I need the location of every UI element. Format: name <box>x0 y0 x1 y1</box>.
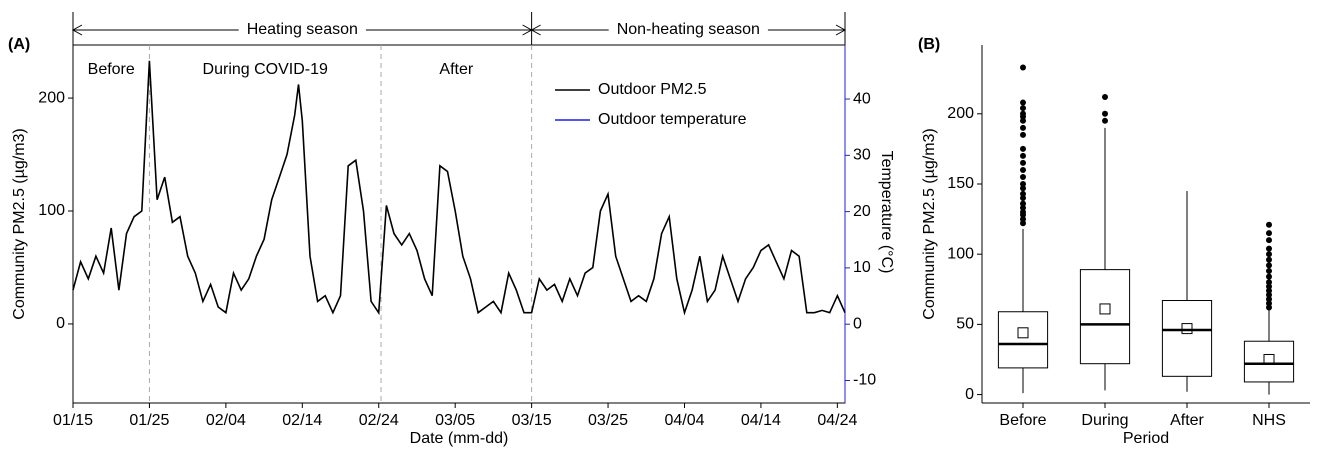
outlier <box>1266 245 1272 252</box>
x-tick-label: 01/15 <box>53 412 93 429</box>
outlier <box>1266 279 1272 286</box>
outlier <box>1266 283 1272 290</box>
y-tick-label: 150 <box>947 175 974 192</box>
box <box>1079 269 1131 365</box>
panel-label: (B) <box>918 36 940 53</box>
outlier <box>1020 209 1026 216</box>
outlier <box>1020 190 1026 197</box>
outlier <box>1020 152 1026 159</box>
y2-tick-label: -10 <box>853 372 876 389</box>
outlier <box>1020 216 1026 223</box>
season-label: Heating season <box>247 21 358 38</box>
y-tick-label: 100 <box>38 202 65 219</box>
panel-label: (A) <box>8 36 30 53</box>
period-label: After <box>439 61 473 78</box>
mean <box>1181 323 1193 335</box>
mean <box>1099 303 1111 315</box>
y2-tick-label: 20 <box>853 203 871 220</box>
mean <box>1263 353 1275 365</box>
period-label: Before <box>88 61 135 78</box>
x-tick-label: 04/24 <box>817 412 857 429</box>
outlier <box>1102 93 1108 100</box>
x-tick-label: 02/24 <box>359 412 399 429</box>
outlier <box>1020 204 1026 211</box>
outlier <box>1266 273 1272 280</box>
outlier <box>1020 117 1026 124</box>
outlier <box>1020 64 1026 71</box>
x-tick-label: During <box>1081 412 1128 429</box>
period-label: During COVID-19 <box>203 61 328 78</box>
y2-tick-label: 10 <box>853 259 871 276</box>
x-tick-label: 04/04 <box>664 412 704 429</box>
box <box>1161 300 1213 377</box>
outlier <box>1102 117 1108 124</box>
arrow-head <box>530 24 541 36</box>
mean <box>1017 327 1029 339</box>
y-tick-label: 100 <box>947 245 974 262</box>
x-axis-title: Period <box>1123 430 1169 447</box>
outlier <box>1266 221 1272 228</box>
outlier <box>1266 237 1272 244</box>
outlier <box>1020 124 1026 131</box>
plot-frame <box>72 44 846 404</box>
outlier <box>1020 99 1026 106</box>
outlier <box>1266 287 1272 294</box>
outlier <box>1266 251 1272 258</box>
outlier <box>1020 166 1026 173</box>
x-tick-label: NHS <box>1252 412 1286 429</box>
outlier <box>1020 173 1026 180</box>
season-label: Non-heating season <box>617 21 760 38</box>
x-axis-title: Date (mm-dd) <box>410 430 509 447</box>
y-tick-label: 0 <box>56 315 65 332</box>
outlier <box>1266 304 1272 311</box>
x-tick-label: After <box>1170 412 1204 429</box>
outlier <box>1020 220 1026 227</box>
box <box>997 311 1049 369</box>
y-tick-label: 50 <box>956 316 974 333</box>
outlier <box>1266 300 1272 307</box>
arrow-head <box>71 24 83 36</box>
outlier <box>1020 159 1026 166</box>
x-tick-label: 02/04 <box>206 412 246 429</box>
outlier <box>1266 262 1272 269</box>
outlier <box>1020 145 1026 152</box>
x-tick-label: 03/15 <box>512 412 552 429</box>
y-tick-label: 0 <box>965 386 974 403</box>
legend-label: Outdoor temperature <box>598 111 747 128</box>
x-tick-label: Before <box>999 412 1046 429</box>
outlier <box>1266 256 1272 263</box>
y-axis-title: Community PM2.5 (µg/m3) <box>11 128 28 319</box>
data-line <box>72 60 846 316</box>
x-tick-label: 04/14 <box>741 412 781 429</box>
legend-label: Outdoor PM2.5 <box>598 81 707 98</box>
x-tick-label: 03/05 <box>435 412 475 429</box>
y2-tick-label: 30 <box>853 147 871 164</box>
outlier <box>1266 230 1272 237</box>
outlier <box>1266 296 1272 303</box>
outlier <box>1020 195 1026 202</box>
outlier <box>1020 110 1026 117</box>
outlier <box>1020 105 1026 112</box>
y-axis-title: Community PM2.5 (µg/m3) <box>921 128 938 319</box>
outlier <box>1266 268 1272 275</box>
y2-tick-label: 0 <box>853 315 862 332</box>
y2-tick-label: 40 <box>853 90 871 107</box>
outlier <box>1020 200 1026 207</box>
outlier <box>1020 180 1026 187</box>
x-tick-label: 02/14 <box>282 412 322 429</box>
y-tick-label: 200 <box>38 89 65 106</box>
y2-axis-title: Temperature (°C) <box>878 151 895 274</box>
x-tick-label: 01/25 <box>129 412 169 429</box>
outlier <box>1020 185 1026 192</box>
arrow-head <box>835 24 847 36</box>
box <box>1243 340 1295 383</box>
outlier <box>1266 291 1272 298</box>
x-tick-label: 03/25 <box>588 412 628 429</box>
outlier <box>1102 110 1108 117</box>
outlier <box>1020 131 1026 138</box>
y-tick-label: 200 <box>947 105 974 122</box>
